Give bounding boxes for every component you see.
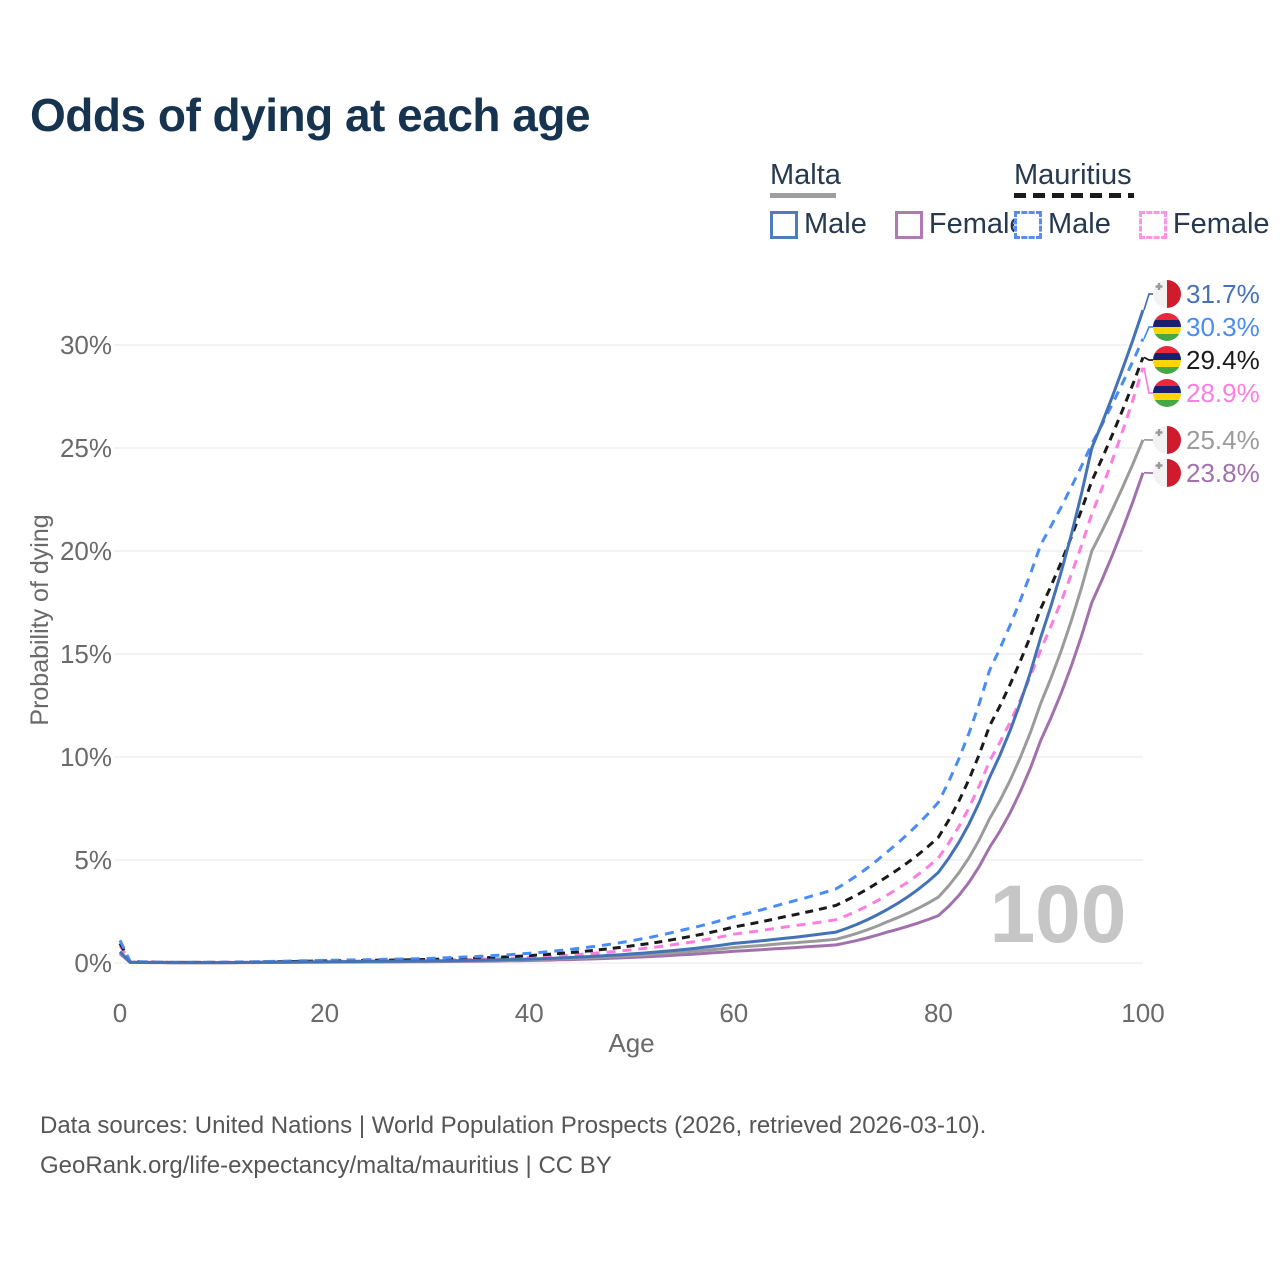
legend-item-mauritius-female[interactable]: Female bbox=[1138, 208, 1270, 241]
mauritius-flag-icon bbox=[1153, 346, 1181, 374]
legend-label[interactable]: Male bbox=[1048, 208, 1111, 240]
end-label-value: 23.8% bbox=[1186, 458, 1260, 488]
x-tick-label: 0 bbox=[113, 998, 127, 1028]
legend-malta-title: Malta bbox=[770, 159, 841, 191]
leader-line bbox=[1143, 356, 1153, 361]
end-label-value: 28.9% bbox=[1186, 378, 1260, 408]
y-axis-title: Probability of dying bbox=[26, 514, 54, 725]
malta-male-checkbox-icon[interactable] bbox=[770, 210, 798, 239]
x-tick-label: 40 bbox=[515, 998, 544, 1028]
end-label-value: 25.4% bbox=[1186, 425, 1260, 455]
end-label-malta-female: 23.8% bbox=[1153, 458, 1260, 488]
data-source-footer: Data sources: United Nations | World Pop… bbox=[40, 1106, 986, 1186]
legend-group-malta: Malta Male Female bbox=[770, 160, 1048, 241]
series-line-mauritius-both bbox=[118, 356, 1145, 964]
legend-label[interactable]: Female bbox=[1172, 208, 1270, 240]
mauritius-flag-icon bbox=[1153, 313, 1181, 341]
end-label-malta-male: 31.7% bbox=[1153, 279, 1260, 309]
end-label-value: 31.7% bbox=[1186, 279, 1260, 309]
malta-flag-icon bbox=[1153, 280, 1181, 308]
x-tick-label: 60 bbox=[719, 998, 748, 1028]
legend-label[interactable]: Female bbox=[928, 208, 1026, 240]
mauritius-flag-icon bbox=[1153, 379, 1181, 407]
y-tick-label: 10% bbox=[60, 742, 112, 772]
series-line-malta-male bbox=[118, 309, 1145, 965]
page-title: Odds of dying at each age bbox=[30, 89, 591, 141]
y-tick-label: 5% bbox=[74, 845, 112, 875]
malta-solid-line-swatch bbox=[770, 193, 836, 198]
legend-mauritius-title: Mauritius bbox=[1014, 159, 1132, 191]
footer-line-1: Data sources: United Nations | World Pop… bbox=[40, 1112, 987, 1139]
legend-item-malta-male[interactable]: Male bbox=[770, 208, 867, 241]
leader-line bbox=[1143, 293, 1153, 311]
mauritius-female-checkbox-icon[interactable] bbox=[1138, 210, 1167, 239]
leader-line bbox=[1143, 367, 1153, 394]
x-tick-label: 80 bbox=[924, 998, 953, 1028]
end-label-value: 29.4% bbox=[1186, 345, 1260, 375]
leader-line bbox=[1143, 326, 1153, 340]
y-tick-label: 30% bbox=[60, 330, 112, 360]
legend-item-mauritius-male[interactable]: Male bbox=[1014, 208, 1111, 241]
x-tick-label: 100 bbox=[1121, 998, 1164, 1028]
x-axis-title: Age bbox=[608, 1028, 654, 1058]
malta-female-checkbox-icon[interactable] bbox=[894, 210, 923, 239]
footer-line-2: GeoRank.org/life-expectancy/malta/maurit… bbox=[40, 1152, 612, 1179]
y-tick-label: 0% bbox=[74, 948, 112, 978]
legend-label[interactable]: Male bbox=[804, 208, 867, 240]
malta-flag-icon bbox=[1153, 426, 1181, 454]
age-watermark: 100 bbox=[990, 869, 1127, 960]
mauritius-dashed-line-swatch bbox=[1014, 193, 1134, 198]
mauritius-male-checkbox-icon[interactable] bbox=[1014, 210, 1042, 239]
x-tick-label: 20 bbox=[310, 998, 339, 1028]
legend-item-malta-female[interactable]: Female bbox=[894, 208, 1026, 241]
malta-flag-icon bbox=[1153, 459, 1181, 487]
end-label-value: 30.3% bbox=[1186, 312, 1260, 342]
end-label-mauritius-male: 30.3% bbox=[1153, 312, 1260, 342]
end-label-mauritius-female: 28.9% bbox=[1153, 378, 1260, 408]
y-tick-label: 15% bbox=[60, 639, 112, 669]
y-tick-label: 20% bbox=[60, 536, 112, 566]
end-label-mauritius-both: 29.4% bbox=[1153, 345, 1260, 375]
y-tick-label: 25% bbox=[60, 433, 112, 463]
legend-group-mauritius: Mauritius Male Female bbox=[1014, 160, 1280, 241]
end-label-malta-both: 25.4% bbox=[1153, 425, 1260, 455]
